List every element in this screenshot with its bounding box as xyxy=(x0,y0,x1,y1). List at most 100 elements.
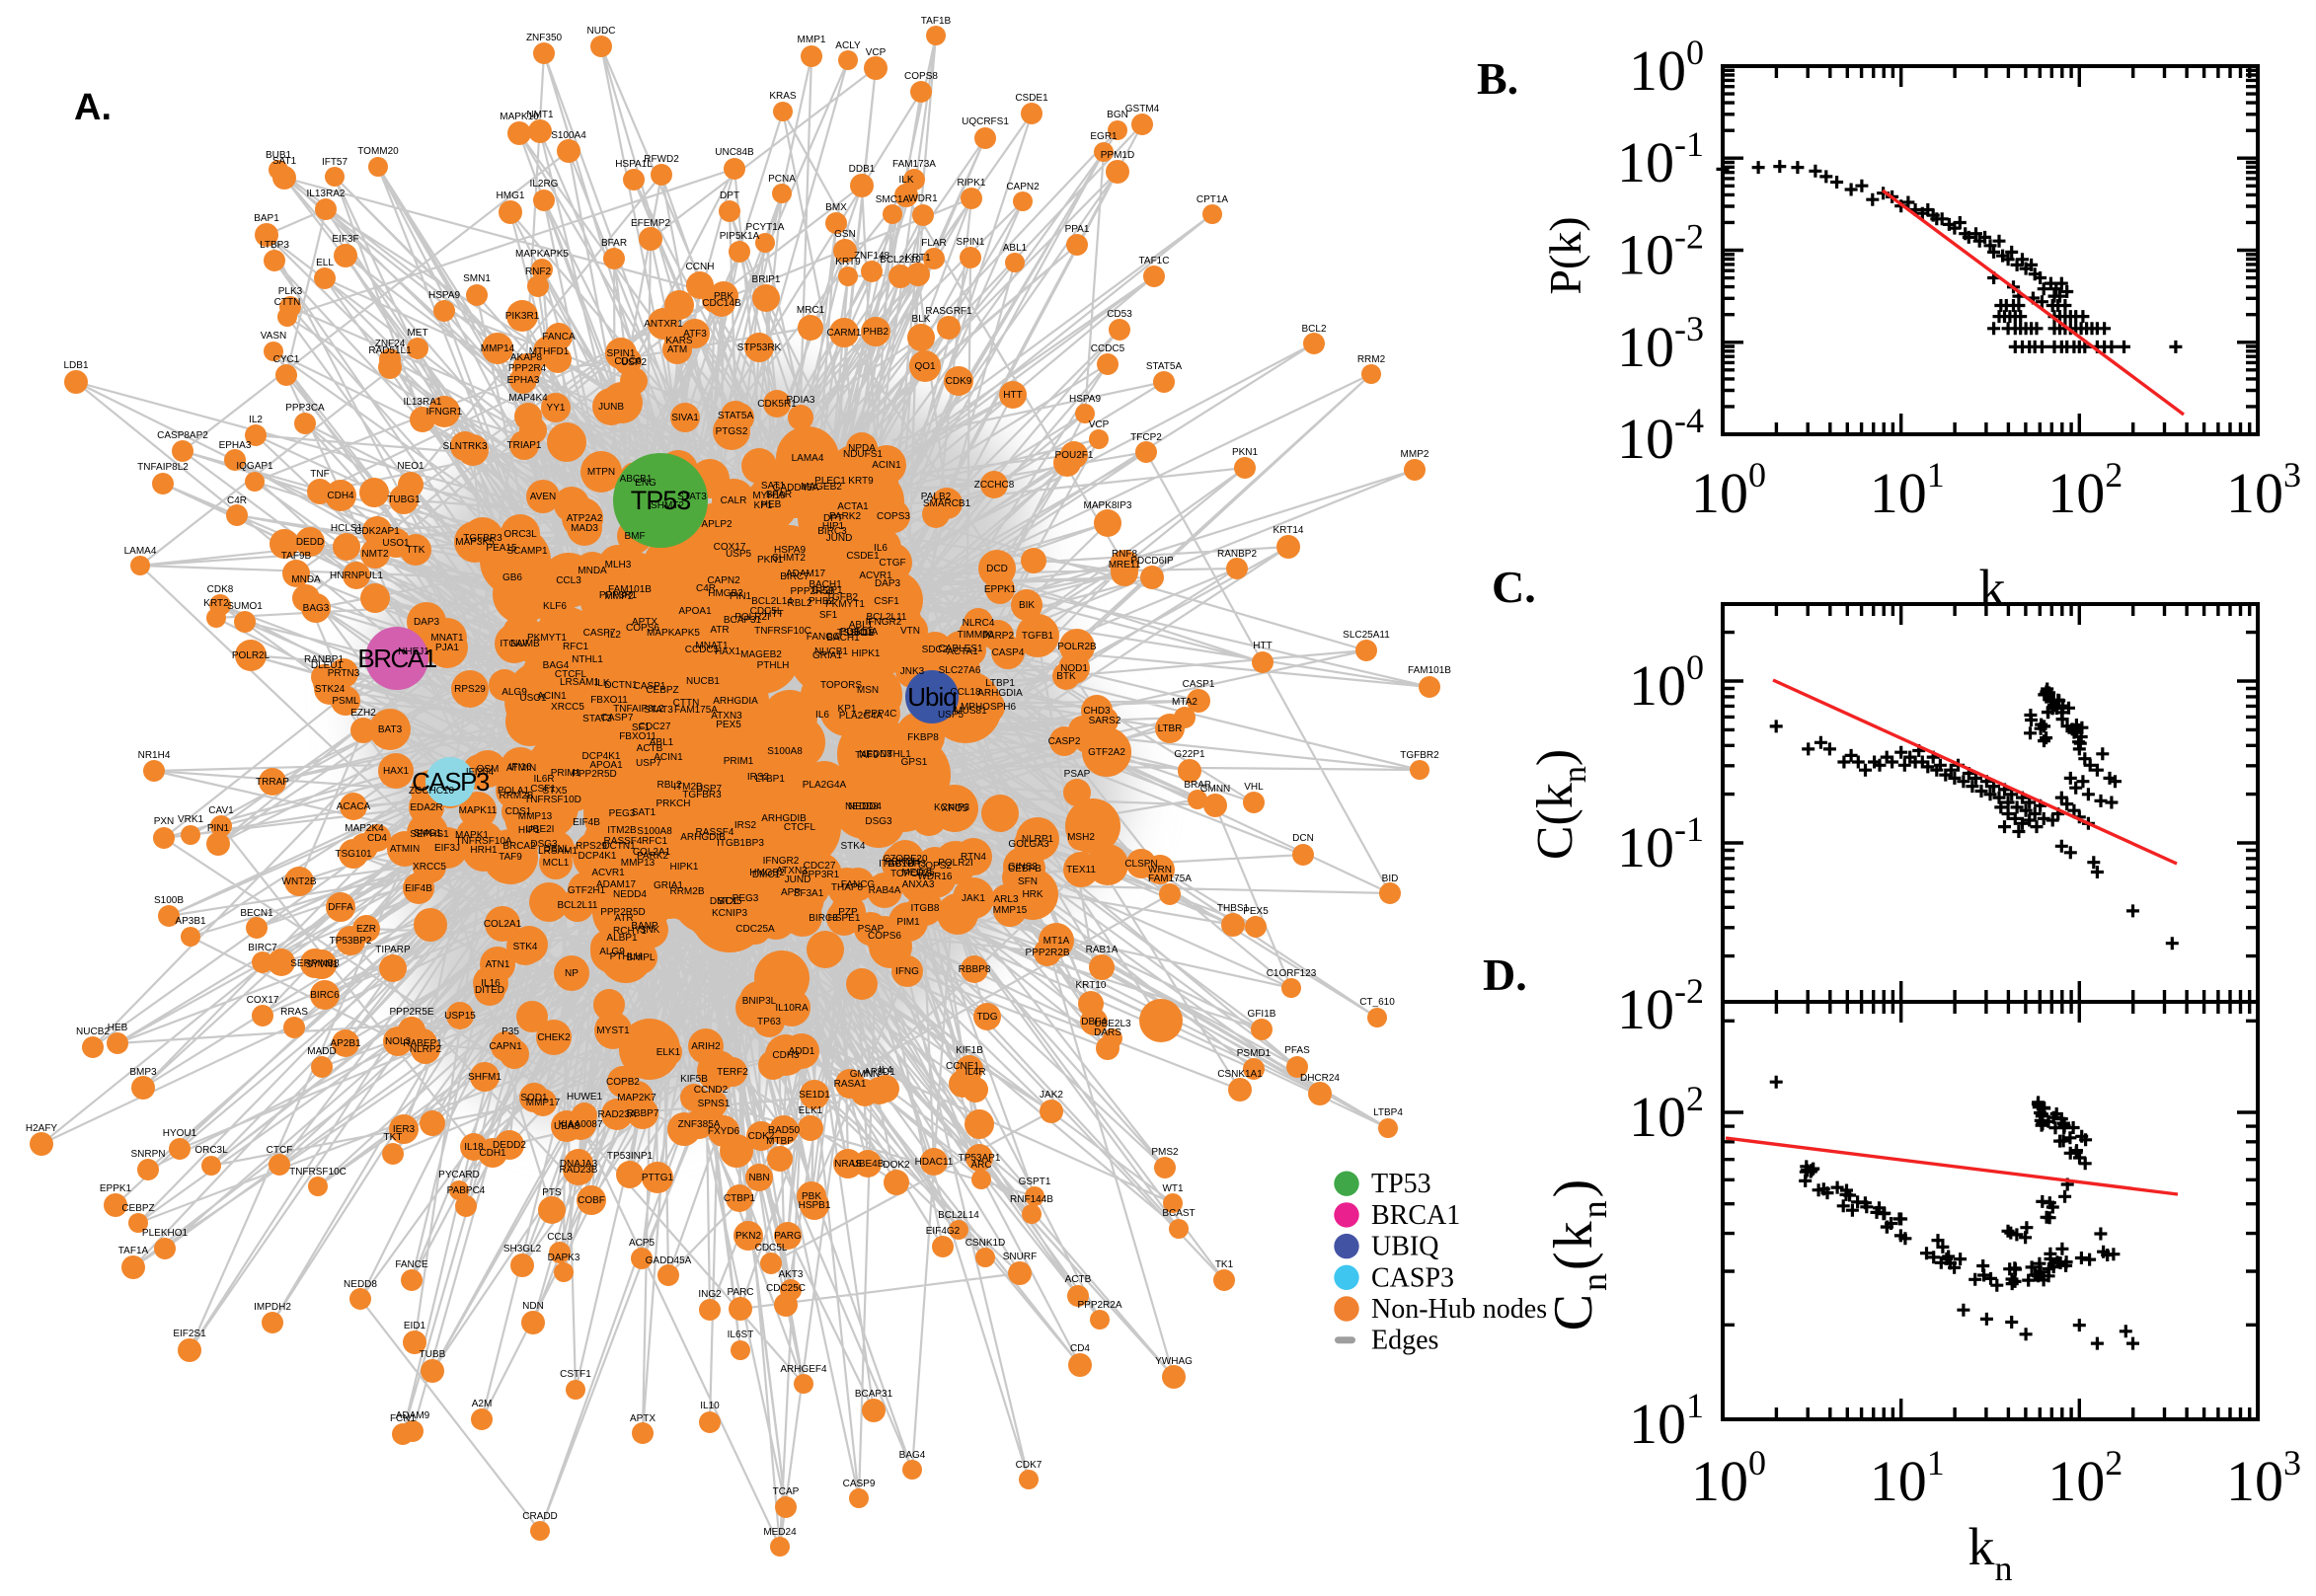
svg-text:CALR: CALR xyxy=(721,495,747,506)
svg-text:MNDA: MNDA xyxy=(291,574,321,585)
svg-text:MED25: MED25 xyxy=(901,868,935,878)
svg-text:JUND: JUND xyxy=(785,874,811,885)
svg-text:CASP8AP2: CASP8AP2 xyxy=(157,430,208,441)
svg-text:PRTN3: PRTN3 xyxy=(328,668,360,679)
svg-text:USP5: USP5 xyxy=(726,549,752,560)
svg-text:TAF9B: TAF9B xyxy=(281,551,312,562)
svg-text:SH3GL2: SH3GL2 xyxy=(503,1244,542,1254)
svg-text:HIP1: HIP1 xyxy=(518,825,541,836)
svg-text:MAPK8IP3: MAPK8IP3 xyxy=(1084,500,1132,511)
svg-text:SUMO1: SUMO1 xyxy=(227,601,263,612)
svg-text:CAPN2: CAPN2 xyxy=(1006,182,1040,192)
svg-text:ATXN3: ATXN3 xyxy=(776,866,808,876)
svg-text:MMP2: MMP2 xyxy=(605,591,634,602)
svg-text:UBE2L3: UBE2L3 xyxy=(1094,1019,1131,1029)
svg-text:HYOU1: HYOU1 xyxy=(163,1128,197,1139)
svg-text:TNFRSF10C: TNFRSF10C xyxy=(289,1167,347,1178)
svg-text:LTBR: LTBR xyxy=(1158,723,1183,734)
svg-text:DAPK3: DAPK3 xyxy=(548,1253,580,1263)
svg-text:BCAP31: BCAP31 xyxy=(724,615,762,626)
svg-text:CASP4: CASP4 xyxy=(992,647,1025,658)
svg-text:CDS1: CDS1 xyxy=(505,806,532,817)
svg-text:BNIPL: BNIPL xyxy=(627,952,656,963)
svg-text:HSPE1: HSPE1 xyxy=(828,913,861,924)
svg-text:CDC5L: CDC5L xyxy=(755,1243,788,1254)
svg-text:COBF: COBF xyxy=(578,1195,605,1206)
svg-text:HSPA9: HSPA9 xyxy=(774,545,806,556)
svg-text:PALB2: PALB2 xyxy=(921,492,952,502)
svg-text:RNF2: RNF2 xyxy=(525,266,552,277)
svg-text:PKMYT1: PKMYT1 xyxy=(825,599,865,610)
svg-text:RAD23B: RAD23B xyxy=(560,1165,598,1176)
svg-text:THBS1: THBS1 xyxy=(1217,903,1250,914)
svg-text:ABCB1: ABCB1 xyxy=(620,474,653,485)
svg-text:SHFM1: SHFM1 xyxy=(468,1072,502,1083)
svg-text:HIPK1: HIPK1 xyxy=(670,862,699,873)
svg-text:H2AFY: H2AFY xyxy=(26,1123,58,1134)
svg-text:BTK: BTK xyxy=(1056,671,1076,682)
svg-text:102: 102 xyxy=(2047,455,2123,525)
svg-text:KP1: KP1 xyxy=(754,500,773,511)
svg-text:AKT3: AKT3 xyxy=(778,1269,803,1280)
svg-text:CCL3: CCL3 xyxy=(547,1232,573,1243)
svg-text:POLR2I: POLR2I xyxy=(938,858,973,869)
svg-text:USO1: USO1 xyxy=(382,538,410,549)
svg-text:TK1: TK1 xyxy=(1215,1259,1234,1270)
svg-text:EPHA3: EPHA3 xyxy=(507,375,540,386)
svg-text:FANCG: FANCG xyxy=(807,632,841,643)
svg-text:PKN1: PKN1 xyxy=(1232,447,1259,458)
svg-text:MAPK11: MAPK11 xyxy=(459,805,498,816)
svg-text:TNFRSF10C: TNFRSF10C xyxy=(754,626,811,637)
svg-text:CARM1: CARM1 xyxy=(826,328,861,339)
svg-text:S100A8: S100A8 xyxy=(767,746,803,757)
svg-text:MMP13: MMP13 xyxy=(621,858,656,869)
svg-text:QO1: QO1 xyxy=(914,361,936,372)
svg-text:CTGF: CTGF xyxy=(879,558,905,569)
svg-text:RFC1: RFC1 xyxy=(642,836,668,847)
svg-text:FANCA: FANCA xyxy=(542,332,576,342)
svg-text:MAGEB2: MAGEB2 xyxy=(740,649,782,660)
svg-text:NUCB1: NUCB1 xyxy=(814,646,848,657)
svg-text:COPS3: COPS3 xyxy=(877,511,910,522)
svg-text:RBL2: RBL2 xyxy=(787,598,811,609)
svg-text:COPS6: COPS6 xyxy=(626,623,659,634)
svg-text:PMS2: PMS2 xyxy=(1151,1147,1179,1158)
svg-text:ARL3: ARL3 xyxy=(993,894,1018,905)
svg-text:ZNF148: ZNF148 xyxy=(854,251,890,262)
svg-text:CDC25C: CDC25C xyxy=(766,1283,806,1294)
svg-text:VCP: VCP xyxy=(866,47,887,58)
svg-text:ACIN1: ACIN1 xyxy=(872,460,901,471)
svg-text:LTBP4: LTBP4 xyxy=(1373,1107,1403,1118)
svg-text:LTBP3: LTBP3 xyxy=(260,240,289,251)
svg-text:PLK3: PLK3 xyxy=(278,286,303,297)
svg-text:LRSAM1: LRSAM1 xyxy=(560,677,599,688)
svg-text:TCAP: TCAP xyxy=(773,1486,800,1497)
svg-text:KIF1B: KIF1B xyxy=(956,1045,983,1056)
svg-text:EPPK1: EPPK1 xyxy=(100,1183,132,1194)
svg-text:NEDD8: NEDD8 xyxy=(859,749,892,760)
svg-text:DOK2: DOK2 xyxy=(883,1160,910,1171)
svg-text:PPP3R1: PPP3R1 xyxy=(802,870,840,880)
svg-text:COL2A1: COL2A1 xyxy=(484,919,522,930)
svg-text:CHD3: CHD3 xyxy=(1083,706,1111,717)
svg-text:RTN4: RTN4 xyxy=(961,852,986,863)
svg-text:PEG3: PEG3 xyxy=(609,808,636,819)
svg-text:IL2RG: IL2RG xyxy=(530,179,559,190)
svg-text:TAF1C: TAF1C xyxy=(1139,256,1170,266)
svg-text:NLRC4: NLRC4 xyxy=(963,618,995,629)
svg-text:AP2B1: AP2B1 xyxy=(330,1038,361,1049)
svg-text:TRIAP1: TRIAP1 xyxy=(506,440,541,451)
svg-text:RNF144B: RNF144B xyxy=(1010,1194,1053,1205)
svg-text:CASP9: CASP9 xyxy=(843,1479,876,1489)
svg-text:NR1H4: NR1H4 xyxy=(138,750,171,761)
svg-text:CCDC5: CCDC5 xyxy=(685,645,720,655)
svg-text:PARP2: PARP2 xyxy=(982,631,1014,642)
svg-text:PLEC1: PLEC1 xyxy=(814,476,846,487)
svg-text:PLA2G4A: PLA2G4A xyxy=(803,780,847,791)
svg-text:CCNH: CCNH xyxy=(686,262,715,272)
svg-text:PPA1: PPA1 xyxy=(1065,224,1090,235)
svg-text:SAT1: SAT1 xyxy=(272,156,297,167)
svg-text:PSAP: PSAP xyxy=(858,924,885,935)
svg-text:SYVN1: SYVN1 xyxy=(306,959,339,970)
svg-text:KIF5B: KIF5B xyxy=(680,1074,708,1085)
